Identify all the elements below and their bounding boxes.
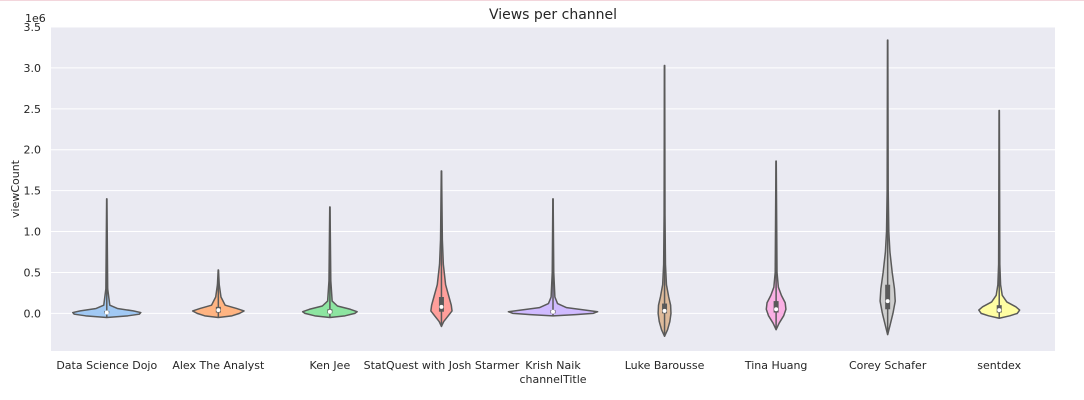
y-tick-label: 1.0: [24, 226, 42, 239]
x-tick-label: Luke Barousse: [625, 359, 705, 372]
violin: [191, 269, 245, 319]
violin: [657, 64, 672, 338]
violin-median: [997, 308, 1002, 313]
x-tick-label: Alex The Analyst: [172, 359, 265, 372]
violins: [71, 39, 1021, 338]
violin: [765, 160, 787, 331]
y-tick-label: 0.5: [24, 266, 42, 279]
x-tick-label: StatQuest with Josh Starmer: [364, 359, 520, 372]
violin-median: [885, 299, 890, 304]
violin: [71, 198, 142, 319]
violin-iqr-box: [773, 301, 779, 313]
y-tick-label: 1.5: [24, 185, 42, 198]
violin-median: [439, 304, 444, 309]
x-tick-label: Ken Jee: [310, 359, 351, 372]
y-offset-label: 1e6: [25, 12, 46, 25]
chart-title: Views per channel: [489, 7, 617, 23]
y-tick-label: 2.5: [24, 103, 42, 116]
x-axis-title: channelTitle: [519, 373, 586, 386]
violin-iqr-box: [662, 303, 668, 314]
x-tick-label: Data Science Dojo: [56, 359, 157, 372]
violin-median: [774, 307, 779, 312]
violin-iqr-box: [885, 284, 891, 310]
y-axis-title: viewCount: [9, 159, 22, 218]
x-tick-label: Corey Schafer: [849, 359, 927, 372]
x-axis-ticks: Data Science Dojo Alex The Analyst Ken Jee…: [56, 359, 1021, 372]
violin: [879, 39, 896, 336]
y-tick-label: 2.0: [24, 144, 42, 157]
violin-median: [662, 308, 667, 313]
x-tick-label: sentdex: [977, 359, 1021, 372]
violin: [301, 206, 358, 319]
y-tick-label: 3.5: [24, 21, 42, 34]
violin-median: [216, 308, 221, 313]
violin-median: [327, 309, 332, 314]
violin: [978, 109, 1021, 320]
violin-median: [551, 309, 555, 314]
y-tick-label: 3.0: [24, 62, 42, 75]
violin: [507, 198, 599, 317]
x-tick-label: Tina Huang: [744, 359, 808, 372]
y-tick-label: 0.0: [24, 307, 42, 320]
y-axis-ticks: 0.0 0.5 1.0 1.5 2.0 2.5 3.0 3.5: [24, 21, 42, 320]
x-tick-label: Krish Naik: [525, 359, 581, 372]
violin-median: [104, 310, 109, 315]
violin: [430, 170, 453, 328]
violin-iqr-box: [438, 297, 444, 312]
